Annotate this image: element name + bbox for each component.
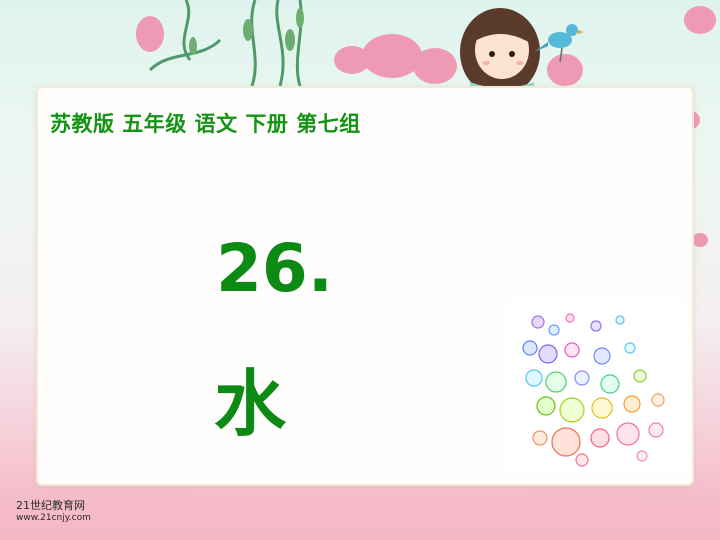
watermark-line1: 21世纪教育网 [16, 500, 116, 513]
vine-flowers-illustration [150, 0, 301, 86]
lesson-number: 26. [216, 236, 333, 302]
slide-subtitle: 苏教版 五年级 语文 下册 第七组 [50, 108, 361, 138]
watermark-line2: www.21cnjy.com [16, 513, 116, 523]
bubbles-illustration [510, 300, 682, 472]
lesson-title: 水 [214, 368, 286, 440]
bird-illustration [534, 24, 584, 62]
girl-illustration [460, 8, 540, 96]
watermark-logo: 21世纪教育网 www.21cnjy.com [16, 500, 116, 523]
